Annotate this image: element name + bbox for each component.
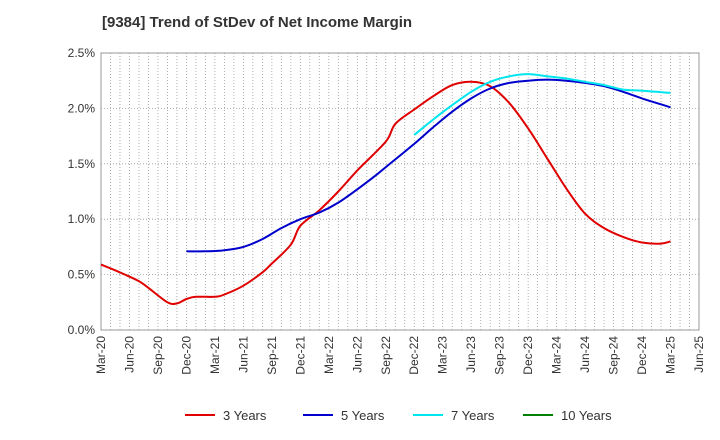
legend-label-7-years: 7 Years bbox=[451, 408, 495, 423]
series-line-5-years bbox=[186, 78, 671, 253]
x-tick-label: Sep-24 bbox=[607, 336, 621, 375]
series-line-3-years bbox=[100, 80, 671, 306]
x-tick-label: Mar-23 bbox=[436, 336, 450, 374]
x-tick-label: Jun-21 bbox=[236, 336, 250, 373]
x-tick-label: Jun-23 bbox=[464, 336, 478, 373]
x-tick-label: Mar-20 bbox=[94, 336, 108, 374]
chart-title: [9384] Trend of StDev of Net Income Marg… bbox=[102, 14, 413, 31]
y-tick-label: 2.0% bbox=[68, 101, 96, 115]
x-tick-label: Mar-22 bbox=[322, 336, 336, 374]
x-tick-label: Dec-23 bbox=[521, 336, 535, 375]
x-tick-label: Jun-20 bbox=[122, 336, 136, 373]
x-tick-label: Dec-21 bbox=[293, 336, 307, 375]
axes: 0.0% 0.5% 1.0% 1.5% 2.0% 2.5% Mar-20 Jun-20 Sep-… bbox=[68, 46, 706, 375]
x-tick-label: Jun-24 bbox=[578, 336, 592, 373]
x-tick-label: Dec-22 bbox=[407, 336, 421, 375]
y-tick-label: 0.0% bbox=[68, 323, 96, 337]
series-lines bbox=[100, 73, 671, 306]
grid bbox=[101, 52, 699, 330]
plot-frame bbox=[100, 52, 700, 331]
legend-label-3-years: 3 Years bbox=[223, 408, 267, 423]
series-line-7-years bbox=[413, 73, 671, 136]
legend-label-10-years: 10 Years bbox=[561, 408, 612, 423]
x-tick-label: Jun-25 bbox=[692, 336, 706, 373]
x-tick-label: Sep-23 bbox=[493, 336, 507, 375]
x-tick-label: Dec-20 bbox=[179, 336, 193, 375]
x-tick-label: Jun-22 bbox=[350, 336, 364, 373]
x-tick-label: Sep-22 bbox=[379, 336, 393, 375]
x-tick-label: Dec-24 bbox=[635, 336, 649, 375]
x-tick-label: Mar-25 bbox=[664, 336, 678, 374]
legend-label-5-years: 5 Years bbox=[341, 408, 385, 423]
x-tick-label: Mar-21 bbox=[208, 336, 222, 374]
x-tick-label: Mar-24 bbox=[550, 336, 564, 374]
x-tick-label: Sep-21 bbox=[265, 336, 279, 375]
legend: 3 Years 5 Years 7 Years 10 Years bbox=[185, 408, 612, 423]
x-tick-label: Sep-20 bbox=[151, 336, 165, 375]
y-tick-label: 2.5% bbox=[68, 46, 96, 60]
y-tick-label: 1.5% bbox=[68, 157, 96, 171]
y-tick-label: 1.0% bbox=[68, 212, 96, 226]
y-tick-label: 0.5% bbox=[68, 268, 96, 282]
